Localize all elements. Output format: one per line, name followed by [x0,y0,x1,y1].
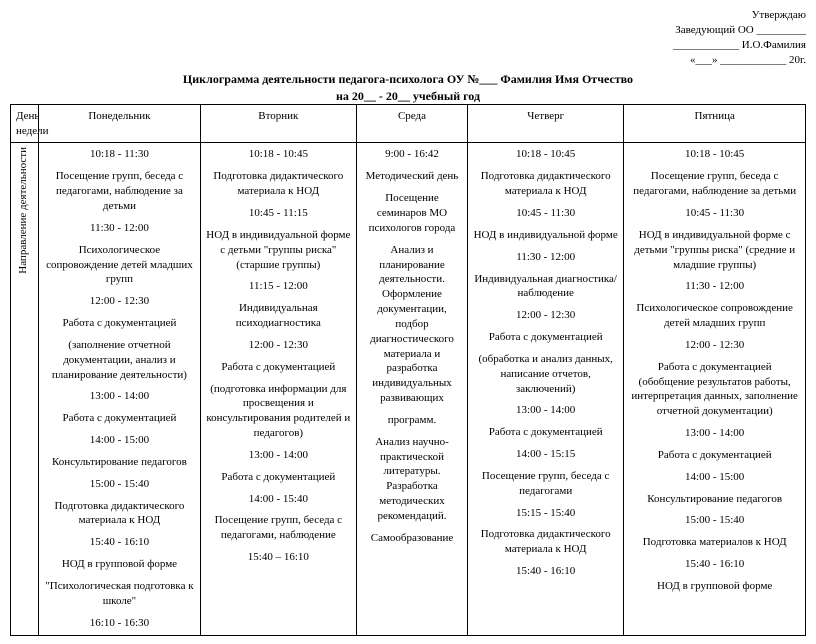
cell-line: Работа с документацией [629,448,800,463]
cell-line: программ. [362,413,462,428]
cell-line: 12:00 - 12:30 [44,294,194,309]
cell-line: 14:00 - 15:40 [206,492,351,507]
cell-monday: 10:18 - 11:30 Посещение групп, беседа с п… [39,143,200,635]
header-friday: Пятница [624,104,806,143]
cell-line: Индивидуальная психодиагностика [206,301,351,331]
cell-line: 11:15 - 12:00 [206,279,351,294]
cell-line: "Психологическая подготовка к школе" [44,579,194,609]
cell-line: Подготовка дидактического материала к НО… [473,169,618,199]
cell-line: Анализ и планирование деятельности. Офор… [362,243,462,406]
schedule-table: День недели Понедельник Вторник Среда Че… [10,104,806,636]
header-thursday: Четверг [467,104,623,143]
cell-line: 11:30 - 12:00 [629,279,800,294]
cell-line: Самообразование [362,531,462,546]
header-wednesday: Среда [357,104,468,143]
cell-line: 9:00 - 16:42 [362,147,462,162]
approval-line3: ____________ И.О.Фамилия [10,38,806,53]
header-day-of-week: День недели [11,104,39,143]
cell-line: 10:18 - 10:45 [206,147,351,162]
cell-line: Посещение групп, беседа с педагогами, на… [206,513,351,543]
cell-friday: 10:18 - 10:45 Посещение групп, беседа с п… [624,143,806,635]
cell-tuesday: 10:18 - 10:45 Подготовка дидактического м… [200,143,356,635]
cell-line: Консультирование педагогов [629,492,800,507]
cell-line: Работа с документацией [206,470,351,485]
header-monday: Понедельник [39,104,200,143]
row-header-activity-direction: Направление деятельности [11,143,39,635]
cell-line: (заполнение отчетной документации, анали… [44,338,194,383]
cell-line: НОД в групповой форме [44,557,194,572]
cell-line: Посещение групп, беседа с педагогами [473,469,618,499]
approval-line1: Утверждаю [10,8,806,23]
cell-wednesday: 9:00 - 16:42 Методический день Посещение с… [357,143,468,635]
document-title: Циклограмма деятельности педагога-психол… [10,71,806,103]
title-line1: Циклограмма деятельности педагога-психол… [10,71,806,87]
header-tuesday: Вторник [200,104,356,143]
cell-line: Посещение семинаров МО психологов города [362,191,462,236]
cell-line: 15:40 - 16:10 [629,557,800,572]
cell-line: 15:40 - 16:10 [473,564,618,579]
cell-line: 10:45 - 11:15 [206,206,351,221]
cell-thursday: 10:18 - 10:45 Подготовка дидактического м… [467,143,623,635]
approval-line2: Заведующий ОО _________ [10,23,806,38]
cell-line: Психологическое сопровождение детей млад… [44,243,194,288]
approval-block: Утверждаю Заведующий ОО _________ ______… [10,8,806,67]
cell-line: Анализ научно-практической литературы. Р… [362,435,462,524]
cell-line: Подготовка дидактического материала к НО… [206,169,351,199]
cell-line: 11:30 - 12:00 [473,250,618,265]
cell-line: (подготовка информации для просвещения и… [206,382,351,441]
cell-line: 14:00 - 15:15 [473,447,618,462]
cell-line: 13:00 - 14:00 [629,426,800,441]
cell-line: НОД в индивидуальной форме с детьми "гру… [206,228,351,273]
cell-line: НОД в индивидуальной форме с детьми "гру… [629,228,800,273]
cell-line: 10:18 - 10:45 [473,147,618,162]
cell-line: 10:45 - 11:30 [473,206,618,221]
cell-line: (обработка и анализ данных, написание от… [473,352,618,397]
cell-line: Подготовка материалов к НОД [629,535,800,550]
cell-line: 12:00 - 12:30 [206,338,351,353]
cell-line: 10:45 - 11:30 [629,206,800,221]
cell-line: 10:18 - 11:30 [44,147,194,162]
cell-line: Работа с документацией [44,411,194,426]
cell-line: 12:00 - 12:30 [473,308,618,323]
cell-line: НОД в групповой форме [629,579,800,594]
cell-line: Индивидуальная диагностика/наблюдение [473,272,618,302]
cell-line: Консультирование педагогов [44,455,194,470]
cell-line: 15:40 – 16:10 [206,550,351,565]
cell-line: 15:15 - 15:40 [473,506,618,521]
cell-line: Работа с документацией [206,360,351,375]
approval-line4: «___» ____________ 20г. [10,53,806,68]
title-line2: на 20__ - 20__ учебный год [10,88,806,104]
cell-line: Подготовка дидактического материала к НО… [44,499,194,529]
cell-line: 12:00 - 12:30 [629,338,800,353]
cell-line: Методический день [362,169,462,184]
cell-line: 15:00 - 15:40 [629,513,800,528]
cell-line: Подготовка дидактического материала к НО… [473,527,618,557]
cell-line: 15:40 - 16:10 [44,535,194,550]
cell-line: Посещение групп, беседа с педагогами, на… [629,169,800,199]
row-header-text: Направление деятельности [16,147,31,274]
cell-line: 11:30 - 12:00 [44,221,194,236]
cell-line: 15:00 - 15:40 [44,477,194,492]
cell-line: Работа с документацией [473,425,618,440]
cell-line: 16:10 - 16:30 [44,616,194,631]
cell-line: 13:00 - 14:00 [44,389,194,404]
cell-line: Посещение групп, беседа с педагогами, на… [44,169,194,214]
cell-line: НОД в индивидуальной форме [473,228,618,243]
cell-line: 14:00 - 15:00 [44,433,194,448]
cell-line: Работа с документацией [44,316,194,331]
cell-line: 13:00 - 14:00 [473,403,618,418]
cell-line: 14:00 - 15:00 [629,470,800,485]
cell-line: 13:00 - 14:00 [206,448,351,463]
cell-line: Психологическое сопровождение детей млад… [629,301,800,331]
cell-line: Работа с документацией [473,330,618,345]
cell-line: 10:18 - 10:45 [629,147,800,162]
cell-line: Работа с документацией (обобщение резуль… [629,360,800,419]
